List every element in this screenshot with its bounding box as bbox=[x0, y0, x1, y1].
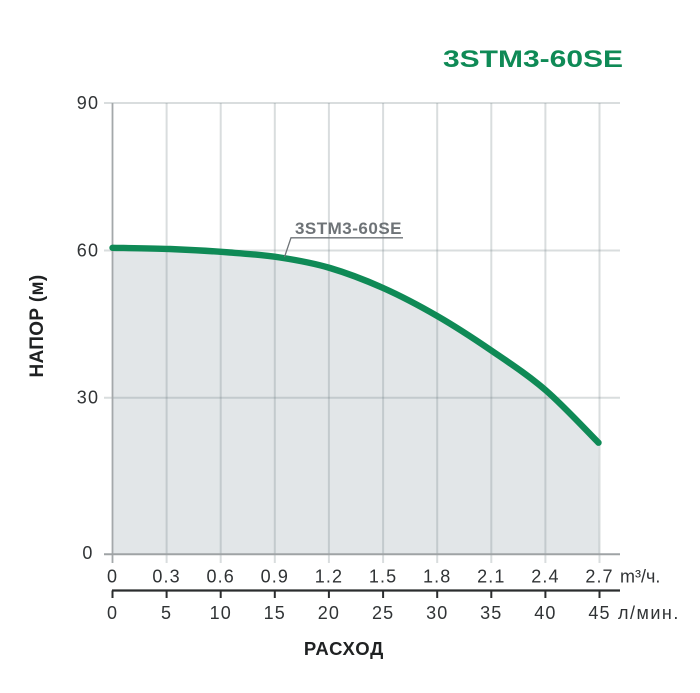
svg-text:1.5: 1.5 bbox=[369, 567, 397, 587]
svg-text:0.9: 0.9 bbox=[261, 567, 289, 587]
svg-text:0: 0 bbox=[107, 567, 118, 587]
svg-text:НАПОР (м): НАПОР (м) bbox=[27, 275, 48, 378]
svg-text:0.3: 0.3 bbox=[152, 567, 180, 587]
svg-text:35: 35 bbox=[480, 603, 502, 623]
svg-text:90: 90 bbox=[77, 93, 99, 113]
svg-text:2.4: 2.4 bbox=[531, 567, 559, 587]
svg-text:2.7: 2.7 bbox=[585, 567, 613, 587]
svg-text:5: 5 bbox=[161, 603, 172, 623]
svg-text:25: 25 bbox=[372, 603, 394, 623]
svg-text:60: 60 bbox=[77, 241, 99, 261]
svg-text:1.2: 1.2 bbox=[315, 567, 343, 587]
svg-text:20: 20 bbox=[318, 603, 340, 623]
svg-text:40: 40 bbox=[534, 603, 556, 623]
svg-text:3STM3-60SE: 3STM3-60SE bbox=[443, 46, 623, 73]
svg-text:3STM3-60SE: 3STM3-60SE bbox=[295, 219, 402, 238]
svg-text:2.1: 2.1 bbox=[477, 567, 505, 587]
svg-text:30: 30 bbox=[77, 388, 99, 408]
svg-text:0: 0 bbox=[82, 543, 93, 563]
svg-text:РАСХОД: РАСХОД bbox=[304, 638, 384, 659]
svg-text:30: 30 bbox=[426, 603, 448, 623]
svg-text:15: 15 bbox=[264, 603, 286, 623]
svg-text:0: 0 bbox=[107, 603, 118, 623]
svg-text:л/мин.: л/мин. bbox=[618, 603, 680, 623]
svg-text:m³/ч.: m³/ч. bbox=[620, 567, 660, 587]
svg-text:10: 10 bbox=[210, 603, 232, 623]
svg-text:1.8: 1.8 bbox=[423, 567, 451, 587]
svg-text:0.6: 0.6 bbox=[207, 567, 235, 587]
svg-text:45: 45 bbox=[588, 603, 610, 623]
